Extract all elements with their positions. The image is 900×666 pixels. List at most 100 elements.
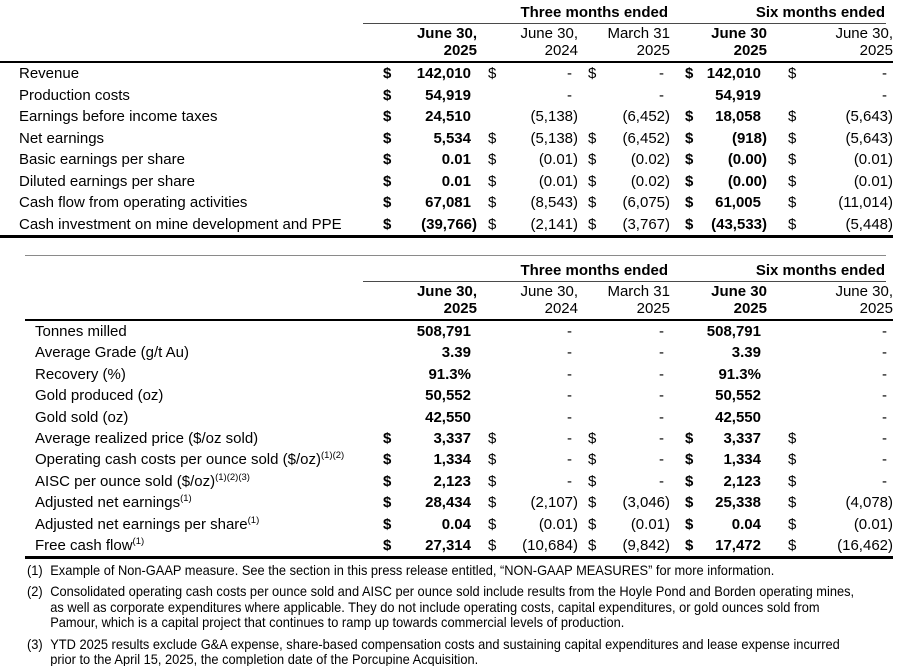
dollar-sign: $ bbox=[685, 451, 694, 469]
cell-value: 54,919 bbox=[425, 86, 471, 104]
table-row: Operating cash costs per ounce sold ($/o… bbox=[0, 449, 893, 470]
column-header-line1: June 30, bbox=[416, 25, 477, 42]
value-cell: 3.39 bbox=[685, 342, 767, 363]
cell-value: 28,434 bbox=[425, 494, 471, 512]
value-cell: $ (2,141) bbox=[488, 214, 578, 236]
cell-value: - bbox=[882, 387, 887, 405]
column-header: June 30, 2025 bbox=[788, 283, 893, 317]
value-cell: - bbox=[588, 85, 670, 107]
cell-value: 1,334 bbox=[433, 451, 471, 469]
table-row: Revenue $142,010 $ - $ - $142,010 $ - bbox=[0, 63, 893, 85]
value-cell: $ - bbox=[488, 428, 578, 449]
row-label: Recovery (%) bbox=[35, 365, 126, 383]
dollar-sign: $ bbox=[788, 151, 797, 168]
footnote-text: Example of Non-GAAP measure. See the sec… bbox=[50, 563, 774, 578]
value-cell: 508,791 bbox=[383, 321, 477, 342]
column-header-line2: 2025 bbox=[733, 42, 767, 59]
dollar-sign: $ bbox=[788, 429, 797, 447]
cell-value: 61,005 bbox=[715, 194, 761, 211]
value-cell: $ (3,046) bbox=[588, 492, 670, 513]
dollar-sign: $ bbox=[488, 215, 497, 233]
cell-value: 91.3% bbox=[718, 365, 761, 383]
value-cell: $ (0.01) bbox=[788, 514, 893, 535]
value-cell: - bbox=[588, 385, 670, 406]
cell-value: - bbox=[882, 472, 887, 490]
value-cell: $61,005 bbox=[685, 192, 767, 214]
row-label: Average realized price ($/oz sold) bbox=[35, 429, 259, 447]
dollar-sign: $ bbox=[488, 194, 497, 211]
value-cell: - bbox=[788, 407, 893, 428]
cell-value: - bbox=[659, 451, 664, 469]
row-label: Earnings before income taxes bbox=[19, 108, 218, 125]
column-header-line2: 2025 bbox=[636, 300, 670, 317]
value-cell: - bbox=[488, 407, 578, 428]
dollar-sign: $ bbox=[488, 472, 497, 490]
cell-value: 2,123 bbox=[723, 472, 761, 490]
value-cell: $ - bbox=[788, 471, 893, 492]
cell-value: 42,550 bbox=[425, 408, 471, 426]
value-cell: $ (0.01) bbox=[488, 149, 578, 171]
cell-value: 2,123 bbox=[433, 472, 471, 490]
column-header-line2: 2024 bbox=[544, 300, 578, 317]
group-header-six-months: Six months ended bbox=[755, 262, 885, 279]
cell-value: 50,552 bbox=[425, 387, 471, 405]
cell-value: (0.02) bbox=[630, 151, 670, 168]
row-label: Basic earnings per share bbox=[19, 151, 185, 168]
column-header-line1: March 31 bbox=[607, 25, 670, 42]
value-cell: $28,434 bbox=[383, 492, 477, 513]
value-cell: $ (6,452) bbox=[588, 128, 670, 150]
value-cell: $ (11,014) bbox=[788, 192, 893, 214]
value-cell: - bbox=[488, 342, 578, 363]
value-cell: $ (4,078) bbox=[788, 492, 893, 513]
cell-value: 18,058 bbox=[715, 108, 761, 125]
cell-value: 3.39 bbox=[731, 344, 761, 362]
value-cell: $27,314 bbox=[383, 535, 477, 556]
cell-value: 0.04 bbox=[441, 515, 471, 533]
cell-value: 50,552 bbox=[715, 387, 761, 405]
cell-value: 24,510 bbox=[425, 108, 471, 125]
value-cell: 42,550 bbox=[383, 407, 477, 428]
cell-value: (6,452) bbox=[622, 129, 670, 147]
cell-value: - bbox=[659, 408, 664, 426]
row-label: Adjusted net earnings(1) bbox=[35, 493, 192, 512]
footnote-text-line: prior to the April 15, 2025, the complet… bbox=[50, 652, 479, 666]
dollar-sign: $ bbox=[685, 151, 694, 168]
column-header: March 31 2025 bbox=[588, 283, 670, 317]
cell-value: - bbox=[882, 365, 887, 383]
value-cell: - bbox=[788, 85, 893, 107]
cell-value: 42,550 bbox=[715, 408, 761, 426]
dollar-sign: $ bbox=[685, 172, 694, 190]
cell-value: - bbox=[659, 387, 664, 405]
value-cell: - bbox=[488, 85, 578, 107]
dollar-sign: $ bbox=[588, 65, 597, 82]
value-cell: $ - bbox=[588, 449, 670, 470]
dollar-sign: $ bbox=[383, 494, 392, 512]
dollar-sign: $ bbox=[588, 515, 597, 533]
value-cell: $2,123 bbox=[685, 471, 767, 492]
value-cell: $ (0.01) bbox=[488, 514, 578, 535]
value-cell: 91.3% bbox=[383, 364, 477, 385]
cell-value: 142,010 bbox=[416, 65, 471, 82]
value-cell: $ (0.02) bbox=[588, 149, 670, 171]
dollar-sign: $ bbox=[488, 65, 497, 82]
cell-value: - bbox=[567, 451, 572, 469]
dollar-sign: $ bbox=[383, 151, 392, 168]
table-row: Adjusted net earnings per share(1) $0.04 $… bbox=[0, 514, 893, 535]
column-header-line1: June 30 bbox=[711, 283, 767, 300]
cell-value: (0.01) bbox=[538, 172, 578, 190]
value-cell: $ (0.01) bbox=[588, 514, 670, 535]
dollar-sign: $ bbox=[588, 472, 597, 490]
cell-value: (5,643) bbox=[845, 108, 893, 125]
dollar-sign: $ bbox=[488, 172, 497, 190]
value-cell: $ (39,766) bbox=[383, 214, 477, 236]
table-row: Free cash flow(1) $27,314 $ (10,684) $ (9,842… bbox=[0, 535, 893, 556]
value-cell: $ - bbox=[488, 449, 578, 470]
cell-value: 1,334 bbox=[723, 451, 761, 469]
value-cell: $ - bbox=[588, 428, 670, 449]
cell-value: (3,767) bbox=[622, 215, 670, 233]
cell-value: (0.01) bbox=[853, 151, 893, 168]
value-cell: $142,010 bbox=[383, 63, 477, 85]
value-cell: $ (43,533) bbox=[685, 214, 767, 236]
cell-value: 3,337 bbox=[723, 429, 761, 447]
dollar-sign: $ bbox=[383, 451, 392, 469]
